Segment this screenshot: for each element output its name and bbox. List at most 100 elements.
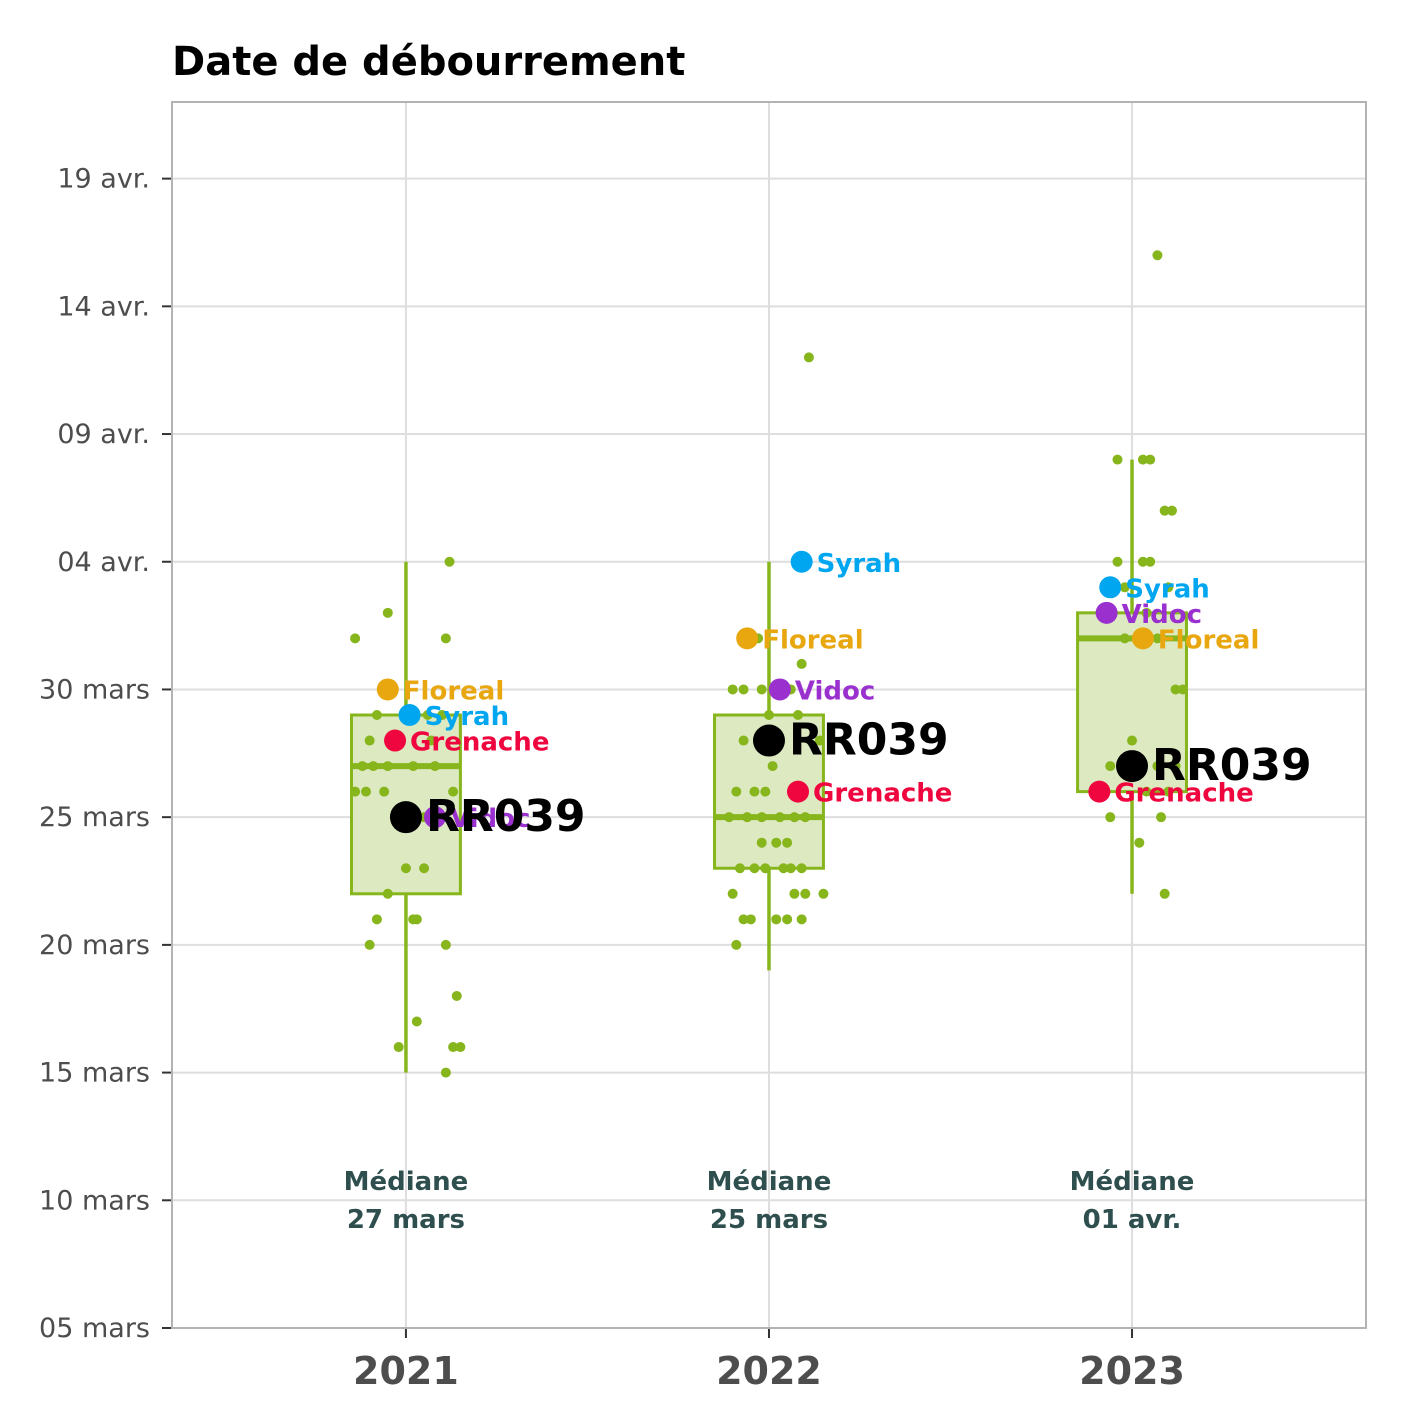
data-point	[1112, 556, 1123, 567]
data-point	[1141, 607, 1152, 618]
data-point	[440, 939, 451, 950]
data-point	[1119, 582, 1130, 593]
data-point	[371, 914, 382, 925]
data-point	[422, 710, 433, 720]
highlight-label: Syrah	[1125, 574, 1210, 604]
data-point	[763, 710, 774, 720]
data-point	[1152, 761, 1163, 772]
data-point	[444, 556, 455, 567]
y-tick-label: 30 mars	[39, 674, 150, 705]
x-axis-ticks: 2021 2022 2023	[353, 1328, 1185, 1393]
highlight-label: RR039	[1152, 740, 1312, 791]
data-point	[814, 735, 825, 746]
y-tick-label: 04 avr.	[57, 547, 150, 578]
y-tick-label: 10 mars	[39, 1185, 150, 1216]
data-point	[1137, 556, 1148, 567]
highlight-label: Floreal	[1158, 625, 1259, 655]
data-point	[742, 812, 753, 823]
data-point	[818, 888, 829, 899]
data-point	[771, 837, 782, 848]
highlight-point	[1095, 601, 1118, 624]
data-point	[440, 1067, 451, 1078]
jitter-points	[350, 250, 1188, 1078]
data-point	[800, 888, 811, 899]
highlight-point	[787, 780, 810, 803]
data-point	[1134, 837, 1145, 848]
highlight-point	[384, 729, 407, 752]
data-point	[400, 863, 411, 874]
data-point	[1159, 888, 1170, 899]
y-tick-label: 19 avr.	[57, 164, 150, 195]
data-point	[745, 914, 756, 925]
highlight-point	[1088, 780, 1111, 803]
highlight-point	[423, 806, 446, 829]
data-point	[448, 1042, 459, 1053]
highlight-point	[752, 724, 785, 757]
data-point	[382, 607, 393, 618]
data-point	[350, 633, 361, 644]
y-tick-label: 05 mars	[39, 1313, 150, 1344]
data-point	[379, 786, 390, 797]
data-point	[1163, 582, 1174, 593]
highlight-label: Vidoc	[1122, 600, 1202, 630]
median-value: 01 avr.	[1083, 1205, 1182, 1235]
highlight-label: Floreal	[403, 676, 504, 706]
data-point	[1137, 454, 1148, 465]
data-point	[727, 888, 738, 899]
data-point	[1127, 735, 1138, 746]
data-point	[1156, 812, 1167, 823]
data-point	[782, 837, 793, 848]
data-point	[785, 863, 796, 874]
data-point	[774, 812, 785, 823]
data-point	[756, 837, 767, 848]
highlight-point	[1116, 750, 1149, 783]
data-point	[1170, 761, 1181, 772]
highlight-label: RR039	[426, 791, 586, 842]
highlight-point	[790, 550, 813, 573]
data-point	[1145, 556, 1156, 567]
y-tick-label: 14 avr.	[57, 291, 150, 322]
data-point	[408, 761, 419, 772]
data-point	[1141, 786, 1152, 797]
median-value: 25 mars	[710, 1205, 828, 1235]
data-point	[731, 786, 742, 797]
data-point	[749, 786, 760, 797]
y-axis-ticks: 05 mars 10 mars 15 mars 20 mars 25 mars 30 ma…	[39, 164, 172, 1344]
data-point	[1119, 633, 1130, 644]
data-point	[350, 786, 361, 797]
data-point	[727, 684, 738, 695]
data-point	[734, 863, 745, 874]
median-label: Médiane	[344, 1167, 469, 1197]
highlight-label: RR039	[789, 715, 949, 766]
data-point	[789, 812, 800, 823]
data-point	[426, 735, 437, 746]
data-point	[1177, 684, 1188, 695]
highlight-point	[389, 801, 422, 834]
data-point	[361, 786, 372, 797]
median-label: Médiane	[1070, 1167, 1195, 1197]
data-point	[1105, 812, 1116, 823]
highlight-point	[1099, 576, 1122, 599]
data-point	[382, 761, 393, 772]
data-point	[760, 786, 771, 797]
data-point	[1152, 633, 1163, 644]
highlight-label: Vidoc	[450, 804, 530, 834]
data-point	[724, 812, 735, 823]
data-point	[789, 888, 800, 899]
highlight-point	[376, 678, 399, 701]
data-point	[368, 761, 379, 772]
data-point	[1152, 250, 1163, 261]
data-point	[756, 684, 767, 695]
plot-border	[171, 101, 1367, 1329]
highlight-label: Floreal	[762, 625, 863, 655]
data-point	[411, 1016, 422, 1027]
data-point	[731, 939, 742, 950]
data-point	[440, 633, 451, 644]
highlight-point	[768, 678, 791, 701]
data-point	[749, 863, 760, 874]
chart-title: Date de débourrement	[172, 39, 685, 85]
data-point	[451, 990, 462, 1001]
data-point	[778, 863, 789, 874]
data-point	[411, 914, 422, 925]
highlight-point	[736, 627, 759, 650]
